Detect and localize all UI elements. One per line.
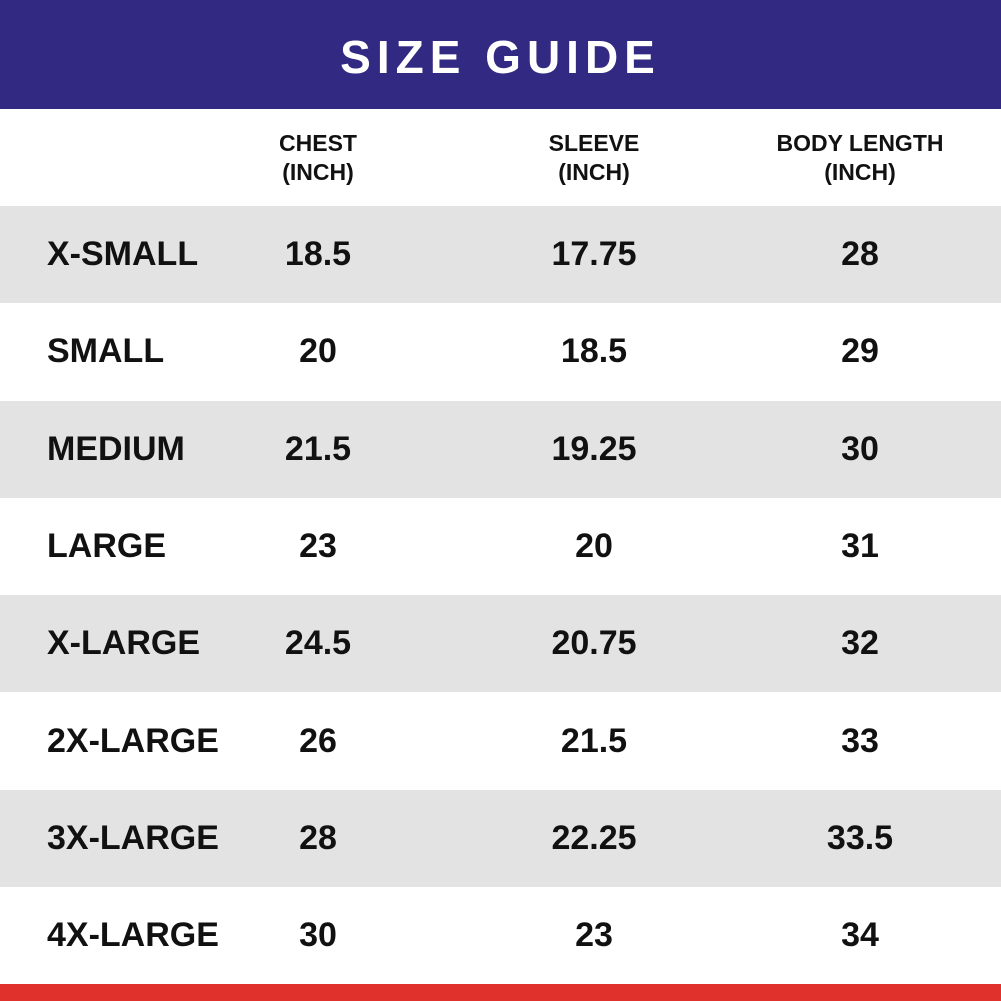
body-length-value: 31: [841, 527, 879, 566]
column-header-label: CHEST: [279, 129, 357, 156]
sleeve-value: 21.5: [560, 721, 628, 760]
body-length-value: 32: [841, 624, 879, 663]
column-header-unit: (INCH): [282, 158, 354, 185]
chest-value: 21.5: [284, 429, 352, 468]
column-header-unit: (INCH): [824, 158, 896, 185]
chest-value: 23: [299, 527, 337, 566]
body-length-value: 34: [841, 916, 879, 955]
sleeve-value: 22.25: [551, 818, 637, 857]
body-length-value: 33.5: [826, 818, 894, 857]
table-row: SMALL 20 18.5 29: [0, 303, 1001, 401]
chest-value: 30: [299, 916, 337, 955]
sleeve-value: 20: [575, 527, 613, 566]
size-table-body: X-SMALL 18.5 17.75 28 SMALL 20 18.5 29 M…: [0, 206, 1001, 985]
column-header-unit: (INCH): [558, 158, 630, 185]
body-length-value: 28: [841, 235, 879, 274]
table-row: 3X-LARGE 28 22.25 33.5: [0, 789, 1001, 888]
table-header: CHEST (INCH) SLEEVE (INCH) BODY LENGTH (…: [0, 109, 1001, 206]
sleeve-value: 20.75: [551, 624, 637, 663]
table-row: 2X-LARGE 26 21.5 33: [0, 692, 1001, 790]
table-row: 4X-LARGE 30 23 34: [0, 887, 1001, 985]
column-header-body-length: BODY LENGTH (INCH): [760, 109, 960, 206]
table-row: X-LARGE 24.5 20.75 32: [0, 595, 1001, 693]
body-length-value: 33: [841, 721, 879, 760]
title-bar: SIZE GUIDE: [0, 0, 1001, 109]
sleeve-value: 19.25: [551, 429, 637, 468]
bottom-accent-bar: [0, 984, 1001, 1001]
body-length-value: 30: [841, 429, 879, 468]
column-header-sleeve: SLEEVE (INCH): [494, 109, 694, 206]
chest-value: 20: [299, 332, 337, 371]
chest-value: 24.5: [284, 624, 352, 663]
column-header-label: BODY LENGTH: [776, 129, 944, 156]
chest-value: 28: [299, 818, 337, 857]
sleeve-value: 17.75: [551, 235, 637, 274]
size-label: LARGE: [47, 527, 166, 566]
size-label: 4X-LARGE: [47, 916, 219, 955]
size-label: X-LARGE: [47, 624, 200, 663]
size-label: SMALL: [47, 332, 165, 371]
column-header-chest: CHEST (INCH): [218, 109, 418, 206]
table-row: X-SMALL 18.5 17.75 28: [0, 206, 1001, 304]
size-label: X-SMALL: [47, 235, 199, 274]
size-label: MEDIUM: [47, 429, 185, 468]
chest-value: 26: [299, 721, 337, 760]
table-row: LARGE 23 20 31: [0, 497, 1001, 596]
sleeve-value: 23: [575, 916, 613, 955]
chest-value: 18.5: [284, 235, 352, 274]
sleeve-value: 18.5: [560, 332, 628, 371]
size-label: 3X-LARGE: [47, 818, 219, 857]
body-length-value: 29: [841, 332, 879, 371]
page-title: SIZE GUIDE: [340, 30, 661, 83]
column-header-label: SLEEVE: [548, 129, 640, 156]
table-row: MEDIUM 21.5 19.25 30: [0, 400, 1001, 498]
size-label: 2X-LARGE: [47, 721, 219, 760]
